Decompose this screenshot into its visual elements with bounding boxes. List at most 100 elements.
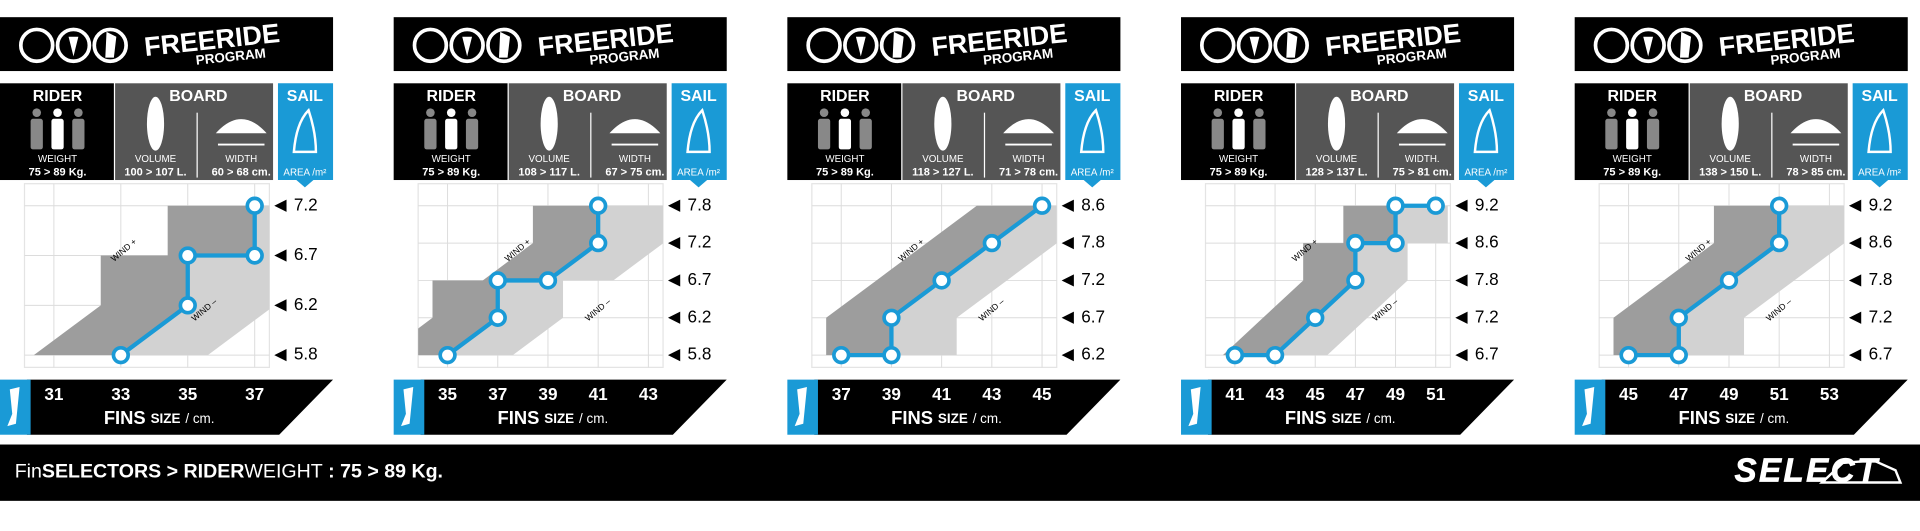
- width-label: WIDTH: [1800, 154, 1832, 165]
- point: [178, 246, 197, 265]
- point: [1386, 233, 1405, 253]
- logo-ring: [1200, 27, 1236, 64]
- header-subtitle: PROGRAM: [195, 46, 266, 68]
- area-label: AREA /m²: [1858, 167, 1902, 178]
- width-value: 67 > 75 cm.: [605, 167, 664, 179]
- fins-word: FINS: [498, 407, 540, 428]
- rider-body: [30, 118, 43, 150]
- sail-label: SAIL: [1861, 88, 1898, 105]
- width-label: WIDTH: [1013, 154, 1045, 165]
- area-label: AREA /m²: [1071, 167, 1115, 178]
- fins-label: FINS SIZE / cm.: [891, 407, 1002, 428]
- point: [1386, 196, 1405, 215]
- rider-head: [1234, 108, 1243, 117]
- y-tick-arrow: [1061, 199, 1074, 212]
- rider-label: RIDER: [820, 88, 870, 105]
- volume-label: VOLUME: [922, 154, 964, 165]
- volume-value: 100 > 107 L.: [124, 167, 186, 179]
- y-tick-label: 7.8: [1869, 269, 1893, 289]
- y-tick-label: 6.7: [1475, 344, 1499, 364]
- y-tick-label: 6.2: [688, 306, 712, 326]
- area-label: AREA /m²: [677, 167, 721, 178]
- logo-ring: [486, 27, 522, 64]
- footer-bar: [0, 444, 1920, 501]
- point: [488, 271, 507, 290]
- x-tick-label: 35: [438, 384, 458, 404]
- x-tick-label: 31: [44, 384, 64, 404]
- point: [932, 271, 951, 290]
- header-bar: [393, 17, 727, 72]
- y-tick-label: 7.8: [688, 194, 712, 214]
- area-label: AREA /m²: [283, 167, 327, 178]
- logo-mark: [1643, 31, 1692, 58]
- rider-body: [1646, 118, 1660, 150]
- point: [1225, 345, 1245, 365]
- y-tick-label: 9.2: [1869, 194, 1893, 214]
- point: [111, 345, 130, 365]
- fins-size: SIZE: [151, 410, 181, 425]
- fins-size: SIZE: [938, 410, 968, 425]
- point: [882, 345, 901, 365]
- point: [832, 345, 851, 365]
- fins-unit: / cm.: [1366, 410, 1395, 425]
- fins-label: FINS SIZE / cm.: [1285, 407, 1396, 428]
- volume-label: VOLUME: [135, 154, 177, 165]
- header-bar: [787, 17, 1121, 72]
- rider-body: [445, 118, 458, 150]
- y-tick-arrow: [1061, 236, 1074, 250]
- rider-head: [74, 108, 83, 117]
- board-label: BOARD: [1744, 88, 1802, 105]
- y-tick-label: 6.7: [1869, 344, 1893, 364]
- fins-word: FINS: [1285, 407, 1327, 428]
- rider-head: [53, 108, 62, 117]
- sail-label: SAIL: [1468, 88, 1505, 105]
- point: [1346, 233, 1365, 253]
- rider-body: [1253, 118, 1266, 150]
- y-tick-arrow: [274, 199, 287, 212]
- point: [488, 308, 507, 327]
- footer-part: WEIGHT: [244, 461, 322, 483]
- sail-icon: [686, 107, 711, 154]
- y-tick-label: 5.8: [294, 344, 318, 364]
- width-icon: [1003, 119, 1054, 146]
- point: [588, 196, 608, 215]
- logo-mark: [462, 31, 510, 58]
- width-icon: [1790, 119, 1842, 146]
- x-tick-label: 49: [1386, 384, 1405, 404]
- width-value: 60 > 68 cm.: [212, 167, 271, 179]
- area-label: AREA /m²: [1464, 167, 1508, 178]
- fins-unit: / cm.: [579, 410, 608, 425]
- y-tick-label: 6.7: [294, 244, 318, 264]
- fins-unit: / cm.: [1760, 410, 1789, 425]
- width-label: WIDTH: [619, 154, 651, 165]
- footer-part: SELECTORS > RIDER: [42, 461, 245, 483]
- rider-body: [51, 118, 64, 150]
- x-tick-label: 35: [178, 384, 198, 404]
- board-icon: [1327, 96, 1346, 151]
- point: [245, 196, 264, 215]
- x-tick-label: 41: [932, 384, 952, 404]
- fins-label: FINS SIZE / cm.: [1679, 407, 1790, 428]
- logo-mark: [68, 31, 117, 58]
- fins-label: FINS SIZE / cm.: [498, 407, 609, 428]
- y-tick-arrow: [274, 299, 287, 312]
- logo-ring: [806, 27, 842, 64]
- rider-head: [446, 108, 456, 117]
- logo-ring: [879, 27, 916, 64]
- logo-ring: [55, 27, 92, 64]
- rider-head: [819, 108, 829, 117]
- footer-text: FinSELECTORS > RIDERWEIGHT : 75 > 89 Kg.: [15, 461, 443, 483]
- point: [588, 233, 608, 253]
- rider-label: RIDER: [426, 88, 476, 105]
- footer-part: Fin: [15, 461, 42, 483]
- y-tick-label: 7.2: [294, 194, 318, 214]
- y-tick-label: 5.8: [688, 344, 712, 364]
- point: [245, 246, 264, 265]
- fins-icon: [1188, 386, 1201, 427]
- wind-band: [1599, 205, 1780, 356]
- rider-head: [1607, 108, 1616, 117]
- width-icon: [609, 119, 661, 146]
